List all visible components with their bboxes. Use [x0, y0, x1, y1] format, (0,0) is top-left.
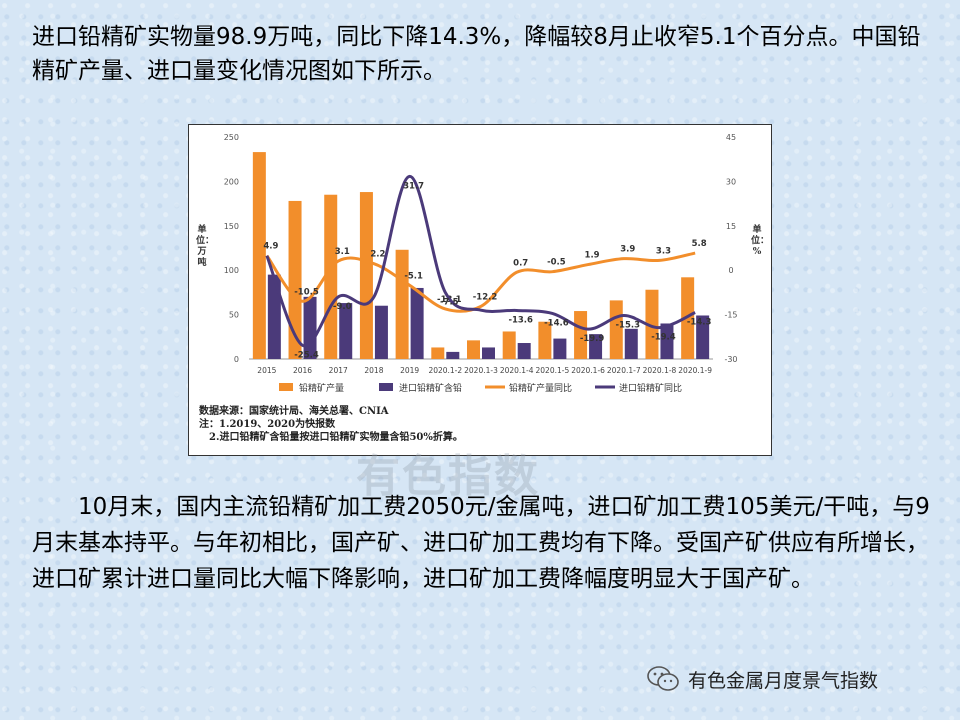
- line-data-label: -13.6: [508, 315, 533, 325]
- note-line: 注：1.2019、2020为快报数: [199, 419, 336, 430]
- line-data-label: 31.7: [403, 181, 424, 191]
- bar-production: [538, 321, 552, 359]
- footer-brand-text: 有色金属月度景气指数: [688, 669, 879, 692]
- line-data-label: -10.5: [294, 287, 319, 297]
- y-left-tick-label: 200: [224, 177, 239, 186]
- bar-production: [252, 152, 266, 359]
- bar-production: [467, 340, 480, 359]
- bar-import: [517, 343, 531, 359]
- line-import-yoy: [265, 174, 696, 348]
- y-right-tick-label: 30: [726, 177, 736, 186]
- x-tick-label: 2020.1-3: [464, 366, 498, 375]
- bar-production: [324, 194, 338, 359]
- bar-import: [339, 303, 353, 359]
- y-left-tick-label: 250: [224, 133, 239, 142]
- bar-import: [374, 305, 388, 359]
- bar-production: [288, 200, 302, 359]
- bar-import: [410, 287, 424, 359]
- wechat-icon: [647, 666, 679, 691]
- intro-paragraph: 进口铅精矿实物量98.9万吨，同比下降14.3%，降幅较8月止收窄5.1个百分点…: [32, 24, 921, 84]
- y-right-tick-label: 15: [726, 222, 736, 231]
- bar-import: [553, 338, 567, 359]
- line-data-label: -7.5: [440, 297, 459, 307]
- bar-production: [502, 331, 516, 359]
- line-data-label: 3.9: [620, 245, 635, 255]
- y-axis-right-label: 单位：%: [751, 225, 770, 257]
- line-data-label: -12.2: [473, 292, 498, 302]
- line-production-yoy: [265, 251, 696, 313]
- y-left-tick-label: 100: [224, 266, 239, 275]
- legend-label: 进口铅精矿含铅: [399, 382, 462, 394]
- y-axis-left-label: 单位：万吨: [196, 225, 215, 268]
- y-right-tick-label: -30: [724, 355, 737, 364]
- line-data-label: -15.3: [616, 320, 641, 330]
- line-data-label: 2.2: [370, 250, 385, 260]
- chart-source-notes: 数据来源：国家统计局、海关总署、CNIA 注：1.2019、2020为快报数 2…: [199, 405, 759, 444]
- y-left-tick-label: 150: [224, 222, 239, 231]
- bar-import: [589, 334, 603, 359]
- x-tick-label: 2017: [329, 366, 348, 375]
- line-data-label: 4.9: [263, 242, 278, 252]
- legend-label: 进口铅精矿同比: [619, 382, 682, 394]
- line-data-label: 3.1: [335, 247, 350, 257]
- x-tick-label: 2020.1-4: [500, 366, 534, 375]
- x-tick-label: 2020.1-5: [536, 366, 570, 375]
- line-data-label: -9.0: [333, 302, 352, 312]
- legend-label: 铅精矿产量同比: [509, 382, 572, 394]
- legend-label: 铅精矿产量: [299, 382, 344, 394]
- bar-import: [660, 323, 674, 359]
- bar-import: [482, 347, 495, 359]
- x-tick-label: 2019: [400, 366, 419, 375]
- source-line: 数据来源：国家统计局、海关总署、CNIA: [199, 406, 389, 417]
- bar-production: [395, 249, 409, 359]
- bar-import: [267, 274, 281, 359]
- x-tick-label: 2018: [364, 366, 383, 375]
- y-left-tick-label: 50: [229, 311, 239, 320]
- x-tick-label: 2020.1-2: [428, 366, 462, 375]
- y-right-tick-label: 0: [728, 266, 733, 275]
- watermark-text: 有色指数: [356, 451, 540, 502]
- bar-production: [645, 289, 659, 359]
- chart-panel: 0 50 100 150 200 250 -30 -15 0 15 30 45 2015 2016 2017…: [188, 124, 772, 456]
- line-data-label: -5.1: [404, 271, 423, 281]
- line-data-label: -19.4: [651, 333, 676, 343]
- x-tick-label: 2020.1-6: [571, 366, 605, 375]
- bar-import: [446, 351, 460, 359]
- line-data-label: 5.8: [692, 239, 707, 249]
- line-data-label: -14.6: [544, 318, 569, 328]
- bar-production: [431, 347, 445, 359]
- line-data-label: 1.9: [585, 251, 600, 261]
- footer-brand: 有色金属月度景气指数: [646, 662, 878, 696]
- line-data-label: -14.3: [687, 318, 712, 328]
- line-data-label: 3.3: [656, 246, 671, 256]
- x-tick-label: 2016: [293, 366, 312, 375]
- y-left-tick-label: 0: [234, 355, 239, 364]
- bar-import: [696, 315, 710, 359]
- legend-swatch: [279, 383, 293, 391]
- bar-import: [303, 296, 317, 359]
- bar-production: [574, 311, 588, 359]
- note-line: 2.进口铅精矿含铅量按进口铅精矿实物量含铅50%折算。: [209, 432, 463, 443]
- line-data-label: -0.5: [547, 258, 566, 268]
- x-tick-label: 2020.1-7: [607, 366, 641, 375]
- bar-import: [624, 328, 638, 359]
- x-tick-label: 2020.1-9: [678, 366, 712, 375]
- lead-concentrate-chart: 0 50 100 150 200 250 -30 -15 0 15 30 45 2015 2016 2017…: [224, 133, 738, 394]
- line-data-label: -19.9: [580, 334, 605, 344]
- legend-swatch: [379, 383, 393, 391]
- bar-production: [359, 192, 373, 359]
- x-tick-label: 2020.1-8: [643, 366, 677, 375]
- body-paragraph: 10月末，国内主流铅精矿加工费2050元/金属吨，进口矿加工费105美元/干吨，…: [32, 494, 930, 592]
- line-data-label: -25.4: [294, 350, 319, 360]
- line-data-label: 0.7: [513, 258, 528, 268]
- x-tick-label: 2015: [257, 366, 276, 375]
- y-right-tick-label: -15: [724, 311, 737, 320]
- y-right-tick-label: 45: [726, 133, 736, 142]
